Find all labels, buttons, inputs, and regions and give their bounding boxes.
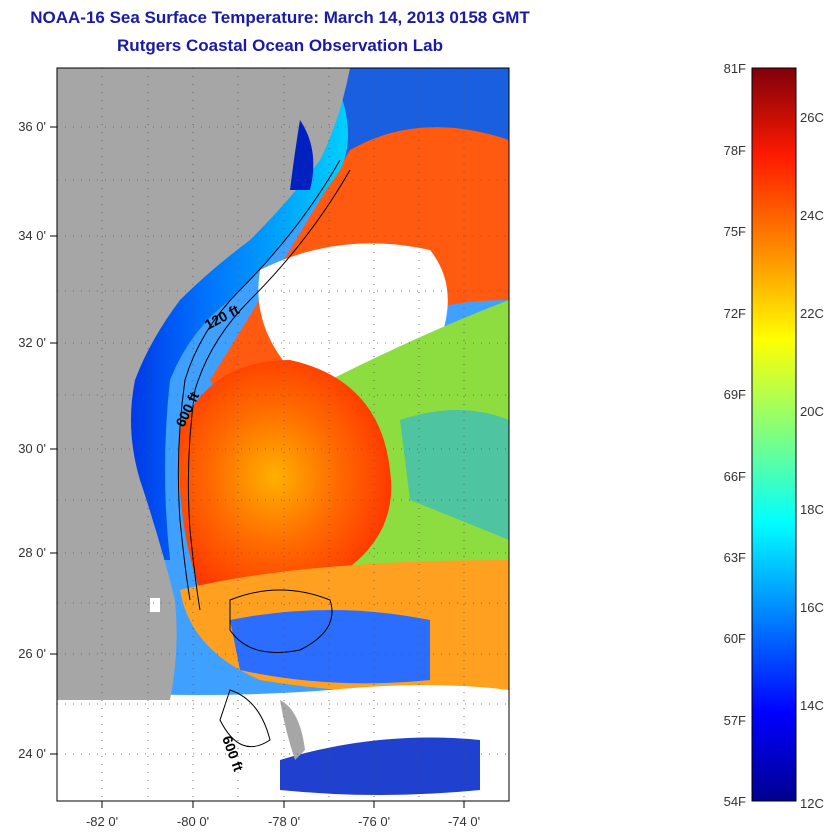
colorbar-label-c: 20C	[800, 404, 824, 419]
lat-label: 34 0'	[18, 228, 46, 243]
lat-label: 32 0'	[18, 335, 46, 350]
colorbar-label-f: 75F	[724, 224, 746, 239]
lon-label: -82 0'	[86, 814, 118, 829]
lat-label: 30 0'	[18, 441, 46, 456]
colorbar-label-f: 57F	[724, 713, 746, 728]
lat-label: 28 0'	[18, 545, 46, 560]
colorbar-label-f: 54F	[724, 794, 746, 809]
colorbar-label-f: 81F	[724, 61, 746, 76]
colorbar-label-f: 72F	[724, 306, 746, 321]
lon-label: -78 0'	[268, 814, 300, 829]
colorbar-label-c: 22C	[800, 306, 824, 321]
colorbar-label-c: 26C	[800, 110, 824, 125]
colorbar-label-f: 60F	[724, 631, 746, 646]
lat-label: 24 0'	[18, 746, 46, 761]
grid-lines	[57, 68, 509, 801]
colorbar-label-c: 24C	[800, 208, 824, 223]
colorbar	[751, 67, 797, 802]
colorbar-label-f: 78F	[724, 143, 746, 158]
colorbar-label-c: 18C	[800, 502, 824, 517]
lat-label: 36 0'	[18, 119, 46, 134]
map-frame	[56, 67, 510, 802]
colorbar-label-f: 66F	[724, 469, 746, 484]
map-subtitle: Rutgers Coastal Ocean Observation Lab	[117, 36, 443, 55]
map-title: NOAA-16 Sea Surface Temperature: March 1…	[30, 8, 530, 27]
map-image	[57, 68, 509, 801]
colorbar-label-f: 69F	[724, 387, 746, 402]
lon-label: -76 0'	[358, 814, 390, 829]
colorbar-label-c: 16C	[800, 600, 824, 615]
colorbar-label-c: 14C	[800, 698, 824, 713]
colorbar-label-f: 63F	[724, 550, 746, 565]
axis-ticks	[50, 126, 465, 808]
colorbar-label-c: 12C	[800, 796, 824, 811]
lon-label: -74 0'	[448, 814, 480, 829]
lat-label: 26 0'	[18, 646, 46, 661]
lon-label: -80 0'	[177, 814, 209, 829]
